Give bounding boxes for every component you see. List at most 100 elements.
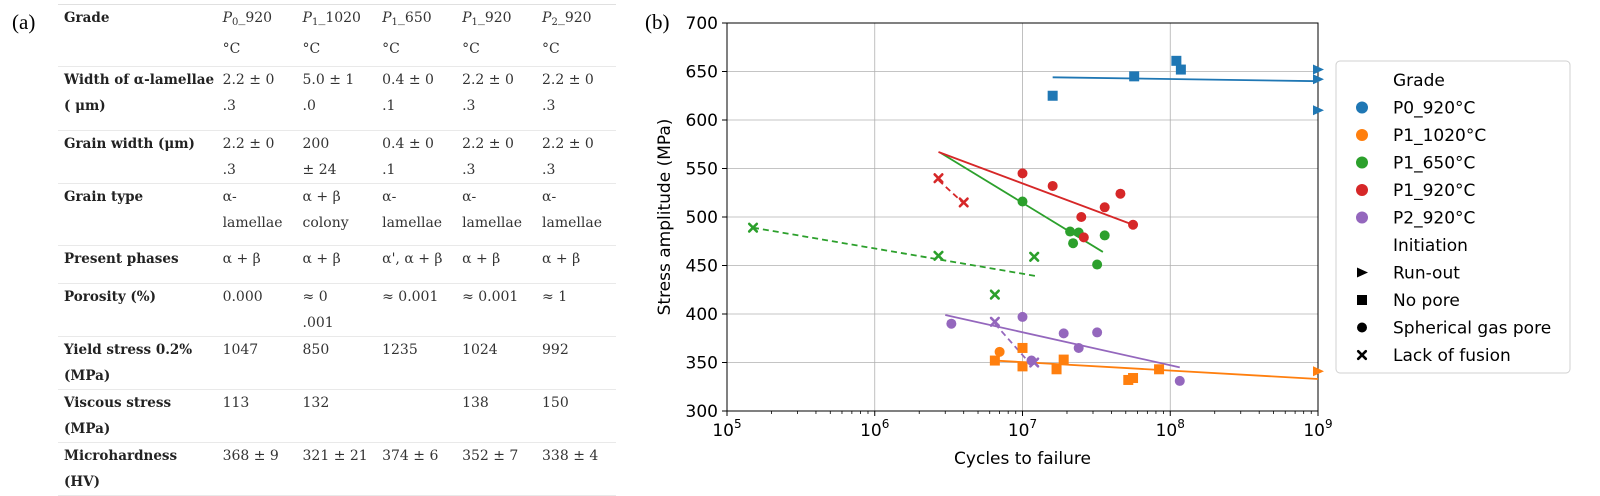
data-point <box>958 197 969 208</box>
data-point <box>1029 357 1040 368</box>
tick-exponent: 7 <box>1030 417 1038 431</box>
row-label: Grain type <box>64 189 144 205</box>
data-point <box>1017 311 1028 322</box>
data-point <box>1115 188 1126 199</box>
table-cell: 0.4 ± 0 .1 <box>382 72 434 114</box>
row-label: Yield stress 0.2% (MPa) <box>64 342 193 384</box>
x-marker-stroke <box>1029 251 1040 262</box>
y-tick-label: 350 <box>686 354 718 374</box>
x-axis-label: Cycles to failure <box>954 449 1091 469</box>
table-cell: 113 <box>222 395 250 411</box>
legend-marker <box>1356 101 1368 114</box>
grade-column-header: P1_920 °C <box>456 5 536 67</box>
table-row: Porosity (%) 0.000 ≈ 0 .001 ≈ 0.001 ≈ 0.001 ≈… <box>58 284 616 337</box>
data-point <box>1313 74 1324 85</box>
table-cell: 2.2 ± 0 .3 <box>462 136 514 178</box>
x-marker-stroke <box>933 250 944 261</box>
panel-a-label: (a) <box>12 10 36 34</box>
data-point <box>1099 230 1110 241</box>
table-cell: 2.2 ± 0 .3 <box>542 136 594 178</box>
data-point <box>1171 55 1182 66</box>
data-point <box>1174 375 1185 386</box>
data-point <box>1092 259 1103 270</box>
data-point <box>1068 238 1079 249</box>
legend-marker <box>1356 129 1368 141</box>
y-tick-label: 450 <box>686 257 718 277</box>
data-point <box>1051 364 1062 375</box>
legend-marker <box>1356 156 1368 169</box>
data-point <box>1154 364 1165 375</box>
row-label: Width of α-lamellae ( μm) <box>64 72 215 114</box>
legend-label: P1_650°C <box>1393 154 1475 174</box>
row-label: Porosity (%) <box>64 289 157 305</box>
legend-marker <box>1357 322 1367 333</box>
data-point <box>989 316 1000 327</box>
table-cell: 2.2 ± 0 .3 <box>222 72 275 114</box>
grade-column-header: P2_920 °C <box>536 5 616 67</box>
table-row: Width of α-lamellae ( μm) 2.2 ± 0 .3 5.0 ±… <box>58 67 616 131</box>
table-cell: α', α + β <box>382 251 443 267</box>
tick-base: 10 <box>712 421 734 441</box>
grade-temperature: _920 <box>477 10 512 26</box>
grade-temperature: _650 <box>397 10 432 26</box>
data-point <box>933 250 944 261</box>
table-cell: 2.2 ± 0 .3 <box>222 136 275 178</box>
table-row: Microhardness (HV) 368 ± 9 321 ± 21 374 ± 6… <box>58 443 616 496</box>
table-cell: 1047 <box>222 342 259 358</box>
grade-header-label: Grade <box>64 10 110 26</box>
grade-subscript: 2 <box>551 17 558 28</box>
legend-label: No pore <box>1393 291 1460 311</box>
table-cell: α + β <box>302 251 341 267</box>
table-cell: 338 ± 4 <box>542 448 599 464</box>
grade-column-header: P0_920 °C <box>217 5 297 67</box>
grade-unit: °C <box>302 41 321 57</box>
row-label: Grain width (μm) <box>64 136 195 152</box>
tick-base: 10 <box>1303 421 1325 441</box>
table-cell: α- lamellae <box>382 189 443 231</box>
legend-label: P2_920°C <box>1393 209 1475 229</box>
data-point <box>1099 202 1110 213</box>
data-point <box>747 222 759 233</box>
table-cell: α + β <box>462 251 501 267</box>
table-row: Grain width (μm) 2.2 ± 0 .3 200 ± 24 0.4 ± … <box>58 131 616 184</box>
y-tick-label: 300 <box>686 402 718 422</box>
table-cell: 2.2 ± 0 .3 <box>542 72 594 114</box>
legend-label: P0_920°C <box>1393 99 1475 119</box>
grade-letter: P <box>542 10 552 26</box>
legend-title-grade: Grade <box>1393 71 1445 91</box>
data-point <box>1058 354 1069 365</box>
table-cell: 321 ± 21 <box>302 448 368 464</box>
grade-unit: °C <box>542 41 560 57</box>
legend-label: Spherical gas pore <box>1393 319 1551 339</box>
fit-line <box>945 314 1180 369</box>
y-tick-label: 600 <box>686 111 718 131</box>
x-marker-stroke <box>933 173 944 184</box>
x-tick-label: 109 <box>1303 417 1332 441</box>
tick-base: 10 <box>860 421 882 441</box>
table-cell: α- lamellae <box>462 189 523 231</box>
data-point <box>1175 64 1186 75</box>
x-marker-stroke <box>989 289 1000 300</box>
x-marker-stroke <box>958 197 969 208</box>
data-point <box>1065 226 1076 237</box>
table-cell: 200 ± 24 <box>302 136 337 178</box>
x-tick-label: 108 <box>1156 417 1185 441</box>
data-point <box>1058 328 1069 339</box>
data-point <box>933 173 944 184</box>
table-cell: 352 ± 7 <box>462 448 519 464</box>
grade-temperature: _920 <box>557 10 592 26</box>
table-cell: 150 <box>542 395 569 411</box>
y-tick-label: 700 <box>686 14 718 34</box>
data-point <box>1313 366 1324 377</box>
data-point <box>1017 361 1028 372</box>
data-point <box>1092 327 1103 338</box>
table-cell: 1024 <box>462 342 498 358</box>
material-properties-table: Grade P0_920 °C P1_1020 °C P1_650 °C P1_920 °C P2… <box>58 4 616 496</box>
grade-unit: °C <box>222 41 241 57</box>
data-point <box>1047 180 1058 191</box>
table-cell: α- lamellae <box>222 189 283 231</box>
fit-line <box>937 179 965 205</box>
data-point <box>1017 168 1028 179</box>
legend-marker <box>1357 267 1368 278</box>
data-point <box>1047 90 1058 101</box>
